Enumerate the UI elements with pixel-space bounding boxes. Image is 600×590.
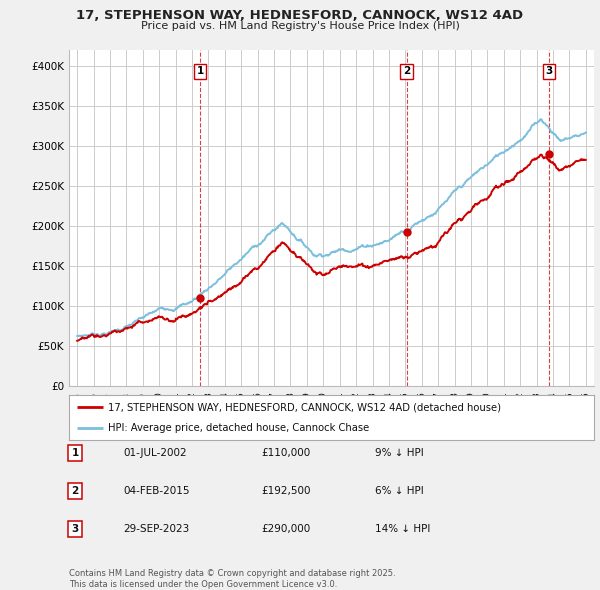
Text: Price paid vs. HM Land Registry's House Price Index (HPI): Price paid vs. HM Land Registry's House …: [140, 21, 460, 31]
Text: 9% ↓ HPI: 9% ↓ HPI: [375, 448, 424, 458]
Text: 6% ↓ HPI: 6% ↓ HPI: [375, 486, 424, 496]
Text: HPI: Average price, detached house, Cannock Chase: HPI: Average price, detached house, Cann…: [109, 422, 370, 432]
Text: 01-JUL-2002: 01-JUL-2002: [123, 448, 187, 458]
Text: £110,000: £110,000: [261, 448, 310, 458]
Text: 2: 2: [403, 66, 410, 76]
Text: 14% ↓ HPI: 14% ↓ HPI: [375, 524, 430, 533]
Text: 3: 3: [545, 66, 553, 76]
Text: Contains HM Land Registry data © Crown copyright and database right 2025.
This d: Contains HM Land Registry data © Crown c…: [69, 569, 395, 589]
Text: 3: 3: [71, 524, 79, 533]
Text: £192,500: £192,500: [261, 486, 311, 496]
Text: £290,000: £290,000: [261, 524, 310, 533]
Text: 04-FEB-2015: 04-FEB-2015: [123, 486, 190, 496]
Text: 17, STEPHENSON WAY, HEDNESFORD, CANNOCK, WS12 4AD (detached house): 17, STEPHENSON WAY, HEDNESFORD, CANNOCK,…: [109, 402, 502, 412]
Text: 29-SEP-2023: 29-SEP-2023: [123, 524, 189, 533]
Text: 1: 1: [71, 448, 79, 458]
Text: 17, STEPHENSON WAY, HEDNESFORD, CANNOCK, WS12 4AD: 17, STEPHENSON WAY, HEDNESFORD, CANNOCK,…: [76, 9, 524, 22]
Text: 2: 2: [71, 486, 79, 496]
Text: 1: 1: [197, 66, 204, 76]
